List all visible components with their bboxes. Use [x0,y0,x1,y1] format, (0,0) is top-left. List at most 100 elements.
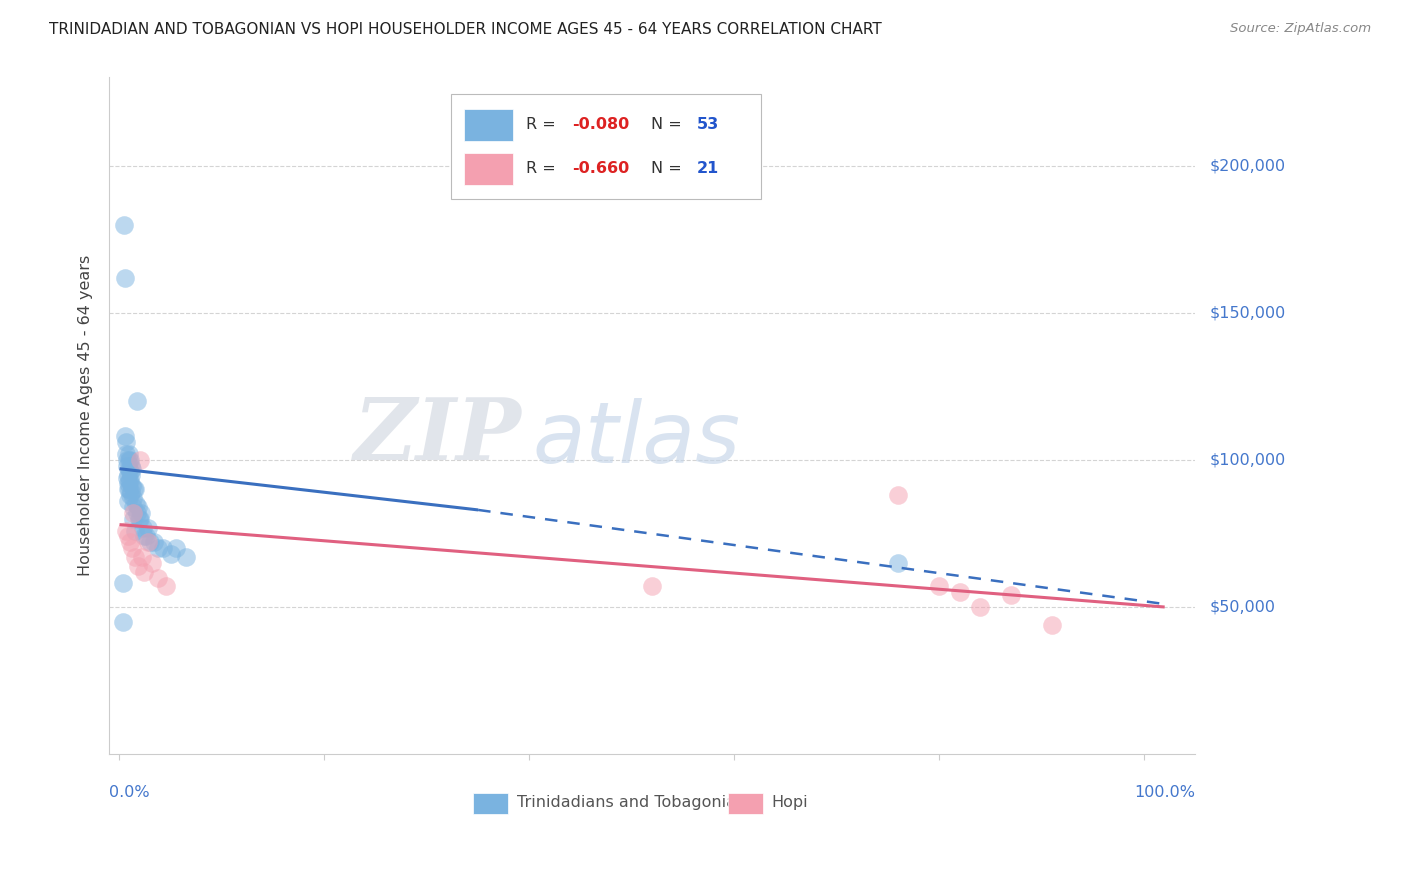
Point [115,453,138,467]
Text: N =: N = [651,161,688,177]
Point [121,461,143,475]
Text: TRINIDADIAN AND TOBAGONIAN VS HOPI HOUSEHOLDER INCOME AGES 45 - 64 YEARS CORRELA: TRINIDADIAN AND TOBAGONIAN VS HOPI HOUSE… [49,22,882,37]
Point [124,483,146,497]
Point [121,541,143,556]
Point [121,512,143,526]
Point [127,558,149,573]
FancyBboxPatch shape [728,793,763,814]
Point [118,535,141,549]
Point [148,571,170,585]
Point [117,494,139,508]
Point [127,500,149,514]
Point [111,615,134,629]
Text: -0.080: -0.080 [572,118,630,132]
Point [141,556,163,570]
Point [114,270,136,285]
Point [124,549,146,564]
Point [129,512,152,526]
Point [152,541,174,556]
Text: $150,000: $150,000 [1209,305,1285,320]
Point [118,474,141,488]
Text: N =: N = [651,118,688,132]
Point [928,579,950,593]
Point [118,447,141,461]
FancyBboxPatch shape [451,95,761,199]
Point [1040,617,1063,632]
Text: 21: 21 [697,161,718,177]
Point [117,467,139,482]
Point [129,453,152,467]
Text: Hopi: Hopi [772,796,808,810]
Point [111,576,134,591]
Point [155,579,177,593]
Point [124,524,146,538]
FancyBboxPatch shape [464,153,513,185]
Point [132,520,155,534]
Point [121,491,143,505]
Point [129,506,152,520]
Point [114,429,136,443]
Point [143,535,166,549]
Point [121,479,143,493]
Text: $200,000: $200,000 [1209,158,1285,173]
Text: Trinidadians and Tobagonians: Trinidadians and Tobagonians [516,796,754,810]
Point [115,470,138,484]
Text: R =: R = [526,118,561,132]
Point [118,465,141,479]
Point [125,394,148,409]
FancyBboxPatch shape [464,109,513,141]
Point [641,579,664,593]
Point [120,485,142,500]
Point [135,529,157,543]
Point [132,565,155,579]
Point [117,483,139,497]
Point [174,549,197,564]
Text: Source: ZipAtlas.com: Source: ZipAtlas.com [1230,22,1371,36]
Point [148,541,170,556]
Text: 100.0%: 100.0% [1135,785,1195,799]
Point [136,520,159,534]
Point [136,535,159,549]
Point [949,585,972,599]
Point [159,547,181,561]
Text: R =: R = [526,161,561,177]
Point [114,435,136,450]
Point [120,458,142,473]
Point [122,483,145,497]
Point [118,461,141,475]
Point [112,218,135,232]
Point [115,458,138,473]
Point [118,453,141,467]
Point [118,474,141,488]
Y-axis label: Householder Income Ages 45 - 64 years: Householder Income Ages 45 - 64 years [79,255,93,576]
Text: $100,000: $100,000 [1209,452,1285,467]
Point [1000,588,1022,602]
Point [887,488,910,502]
Text: -0.660: -0.660 [572,161,630,177]
FancyBboxPatch shape [472,793,508,814]
Point [165,541,187,556]
Text: 53: 53 [697,118,718,132]
Point [121,500,143,514]
Point [887,556,910,570]
Point [120,467,142,482]
Point [118,483,141,497]
Point [125,506,148,520]
Point [114,447,136,461]
Text: atlas: atlas [533,398,741,481]
Point [969,600,991,615]
Text: 0.0%: 0.0% [110,785,150,799]
Point [118,453,141,467]
Point [128,512,150,526]
Point [117,476,139,491]
Point [131,549,153,564]
Text: $50,000: $50,000 [1209,599,1275,615]
Point [125,497,148,511]
Point [139,535,162,549]
Point [132,529,155,543]
Point [117,529,139,543]
Point [118,488,141,502]
Text: ZIP: ZIP [354,394,522,478]
Point [114,524,136,538]
Point [121,506,143,520]
